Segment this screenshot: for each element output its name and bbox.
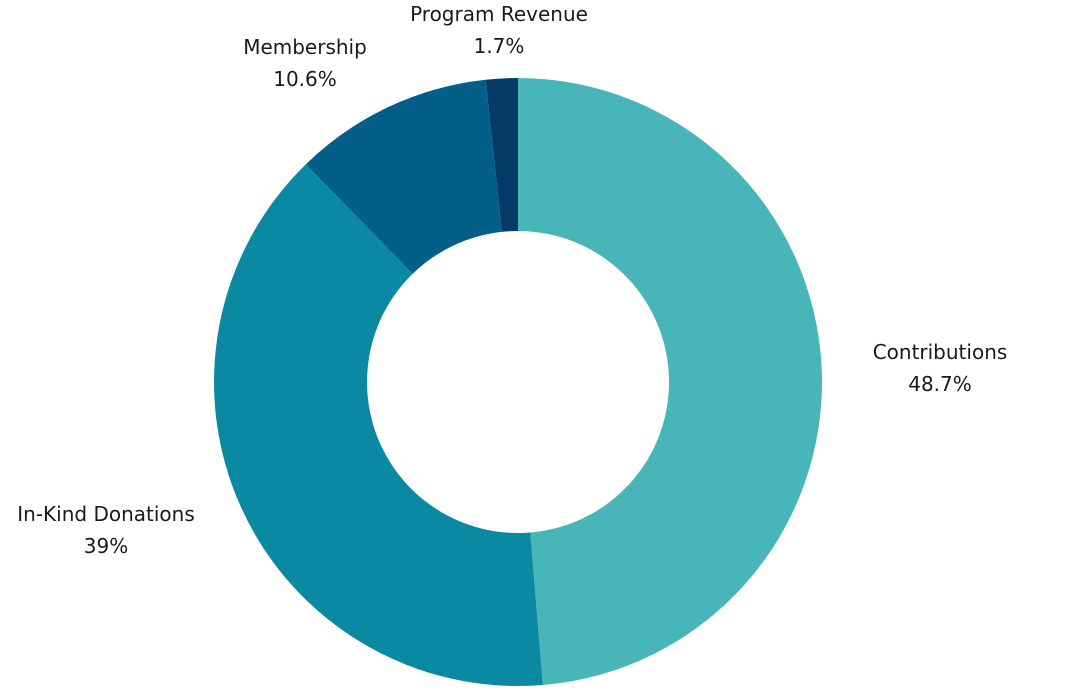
slice-label-value: 10.6% xyxy=(273,67,337,91)
donut-slices xyxy=(214,78,823,686)
slice-labels: Contributions 48.7% In-Kind Donations 39% Me… xyxy=(17,2,1007,558)
slice-program-revenue xyxy=(485,78,518,232)
slice-label-name: Program Revenue xyxy=(410,2,588,26)
slice-membership xyxy=(305,79,502,274)
slice-label-name: In-Kind Donations xyxy=(17,502,195,526)
slice-label-value: 1.7% xyxy=(474,34,525,58)
slice-label-name: Membership xyxy=(243,35,367,59)
slice-label-name: Contributions xyxy=(873,340,1008,364)
slice-label-value: 39% xyxy=(84,534,128,558)
slice-label-value: 48.7% xyxy=(908,372,972,396)
slice-contributions xyxy=(518,78,823,685)
slice-in-kind-donations xyxy=(214,164,543,686)
